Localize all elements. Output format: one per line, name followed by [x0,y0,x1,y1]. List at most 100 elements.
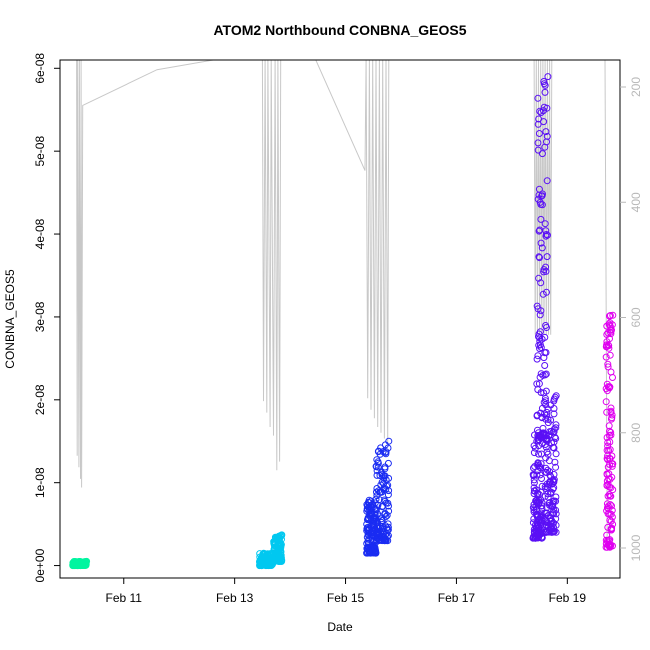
y-tick-label: 5e-08 [33,136,47,167]
data-point [552,435,560,442]
data-point [603,338,611,346]
data-point [363,549,371,557]
data-point [549,521,556,529]
data-point [373,456,381,464]
data-point [543,408,551,416]
data-point [540,389,548,397]
data-point [550,425,558,433]
right-tick-label: 800 [629,422,643,442]
data-point [535,462,543,470]
series-2 [256,531,286,570]
data-point [607,492,615,500]
data-point [534,498,542,505]
data-point [542,401,550,409]
data-point [603,331,611,338]
data-point [607,328,614,336]
data-point [537,239,545,247]
data-point [375,524,382,532]
data-point [543,177,551,185]
y-tick-label: 4e-08 [33,218,47,249]
data-point [547,514,555,522]
data-point [384,491,392,499]
data-point [544,450,552,458]
data-point [278,531,286,539]
data-point [607,408,615,416]
data-point [607,404,615,412]
data-point [550,476,558,484]
data-point [603,500,611,508]
data-point [535,274,543,282]
data-point [551,433,559,441]
y-axis-label: CONBNA_GEOS5 [3,269,17,369]
y-tick-label: 2e-08 [33,384,47,415]
data-point [541,528,549,536]
data-point [534,426,541,434]
right-tick-label: 400 [629,192,643,212]
y-tick-label: 6e-08 [33,53,47,84]
data-point [534,120,542,128]
data-point [604,363,612,371]
data-point [256,562,264,570]
x-axis: Feb 11 Feb 13 Feb 15 Feb 17 Feb 19 [106,578,586,605]
data-point [375,537,383,544]
data-point [607,428,615,436]
chart-title: ATOM2 Northbound CONBNA_GEOS5 [213,22,466,38]
series-1 [69,557,91,570]
data-point [363,520,371,528]
data-point [537,109,545,116]
data-point [602,543,610,551]
data-point [374,510,381,518]
x-axis-label: Date [327,620,353,634]
data-point [385,474,393,482]
data-point [378,523,386,531]
data-point [604,539,612,547]
data-point [278,556,286,564]
y-tick-label: 3e-08 [33,301,47,332]
data-point [540,103,548,111]
data-point [551,458,559,466]
data-point [552,450,560,458]
data-point [540,80,548,88]
data-point [69,562,77,570]
data-point [529,519,537,527]
data-point [605,422,613,430]
data-point [535,253,543,261]
data-point [537,460,545,468]
data-point [530,476,538,484]
data-point [530,479,538,487]
data-point [609,374,616,381]
data-point [541,88,549,96]
data-point [375,496,383,504]
data-point [606,321,614,329]
data-point [81,562,89,569]
data-point [259,550,267,558]
data-point [533,355,541,363]
data-point [537,389,545,396]
data-point [260,549,268,557]
data-point [604,510,612,518]
data-point [602,398,610,406]
data-point [535,191,543,199]
data-point [544,231,551,239]
data-point [541,349,549,357]
data-point [533,437,541,445]
data-point [604,383,612,391]
data-point [602,540,610,548]
data-point [379,532,387,540]
data-point [273,554,281,562]
data-point [550,471,558,478]
data-point [534,146,542,154]
data-point [542,231,550,238]
y-tick-label: 0e+00 [33,548,47,582]
data-point [603,481,611,489]
data-point [542,397,549,405]
series-5 [602,311,617,551]
data-point [552,392,560,400]
data-point [256,550,264,558]
data-point [372,537,380,545]
data-point [384,537,392,545]
data-point [535,450,543,458]
data-point [536,513,544,521]
series-4 [529,73,560,542]
data-point [545,528,553,536]
